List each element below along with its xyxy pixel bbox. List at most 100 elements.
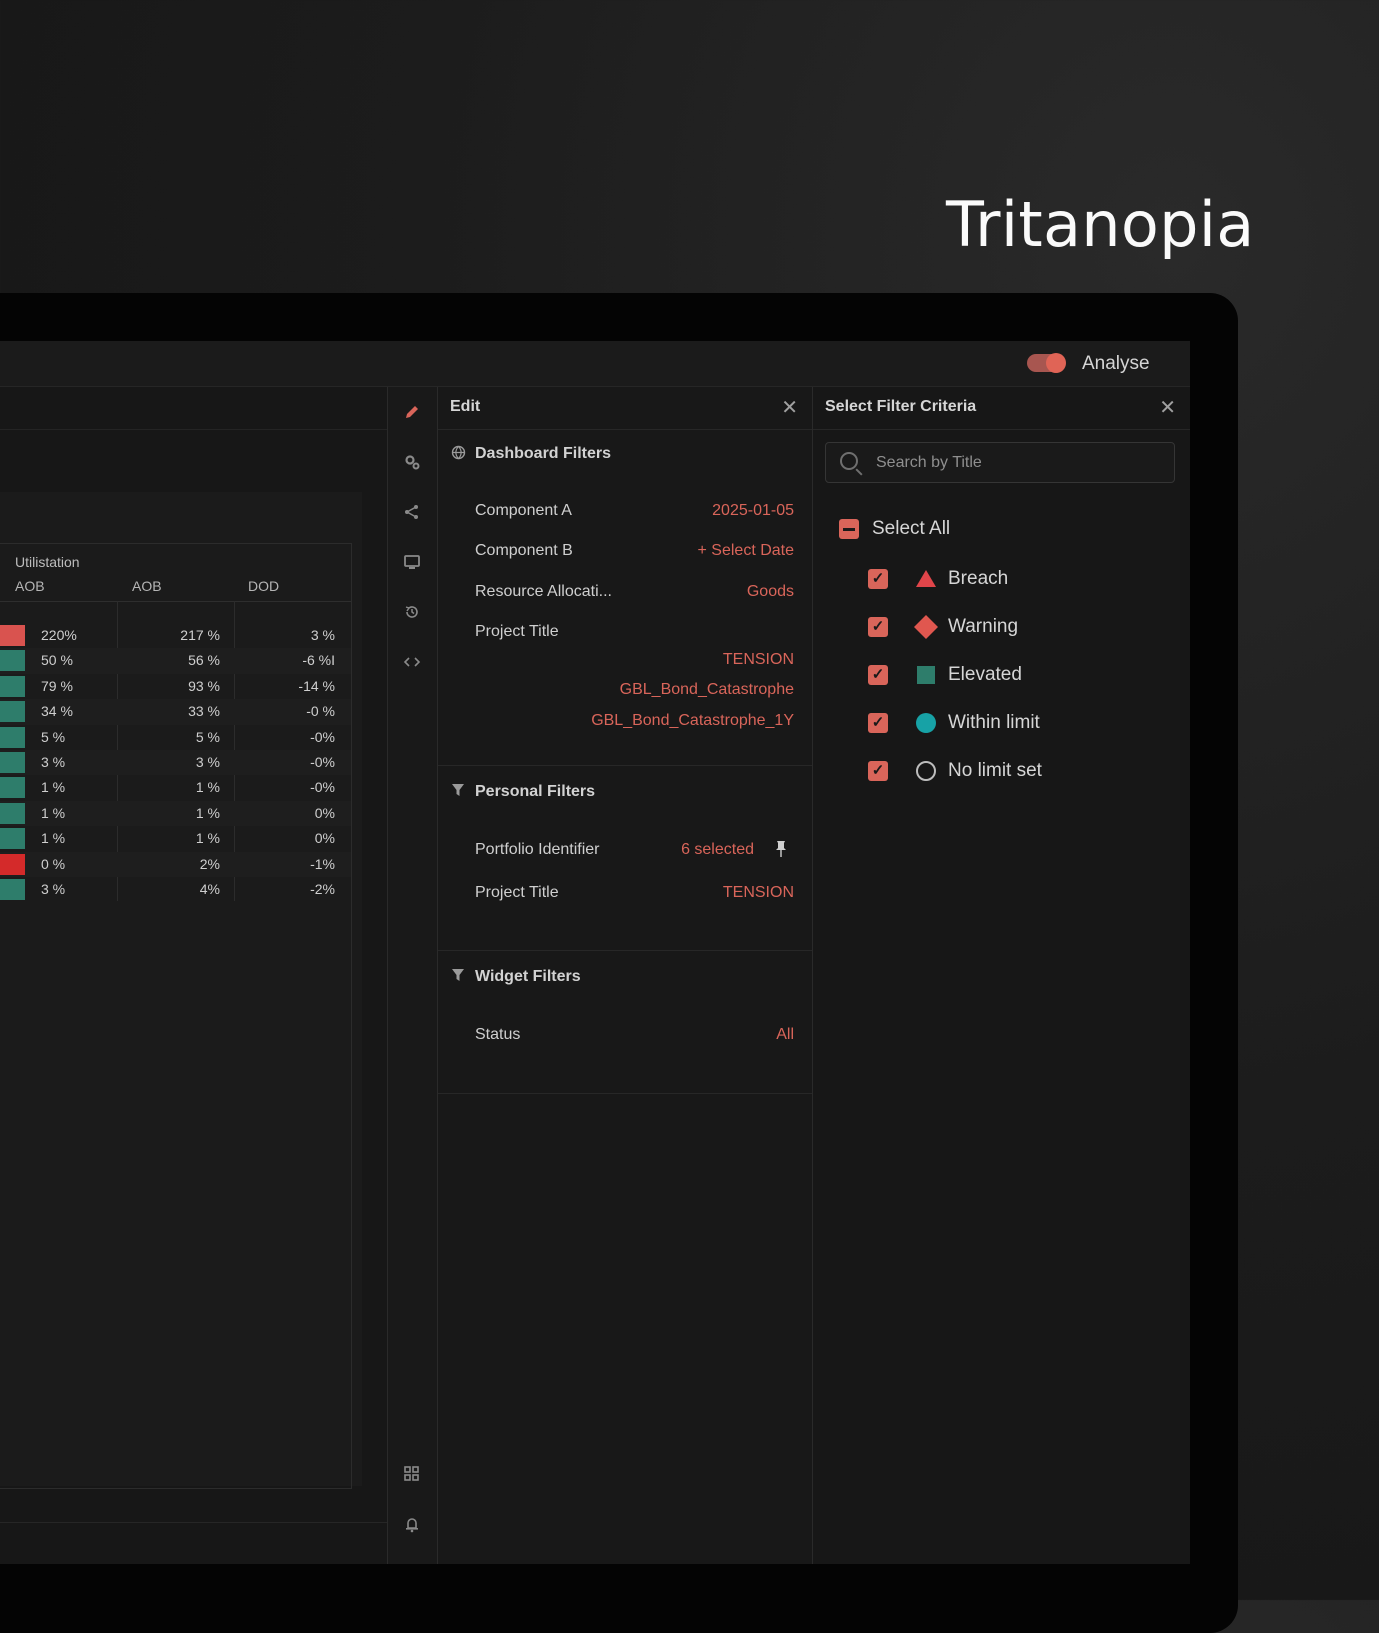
column-header[interactable]: AOB xyxy=(15,578,45,594)
table-cell: -0% xyxy=(310,753,335,770)
option-label: Warning xyxy=(948,616,1019,637)
dashboard-filters-section: Dashboard Filters Component A 2025-01-05… xyxy=(438,430,812,766)
status-swatch xyxy=(0,878,25,900)
table-cell: 33 % xyxy=(188,703,220,720)
panel-title: Edit xyxy=(450,398,481,415)
table-row[interactable]: 3 % 3 % -0% xyxy=(0,749,351,776)
option-within-limit[interactable]: ✓ Within limit xyxy=(868,711,1128,735)
checkbox[interactable]: ✓ xyxy=(868,665,888,685)
filter-criteria-panel: Select Filter Criteria ✕ Select All ✓ Br… xyxy=(813,387,1190,1564)
funnel-icon xyxy=(451,968,465,985)
table-cell: 2% xyxy=(199,855,220,872)
search-input[interactable] xyxy=(874,451,1158,475)
widget-panel: Utilistation AOB AOB DOD 220% 217 % 3 % 50 … xyxy=(0,387,388,1564)
funnel-icon xyxy=(451,783,465,800)
table-cell: 220% xyxy=(41,627,77,643)
checkbox[interactable]: ✓ xyxy=(868,713,888,733)
filter-value-link[interactable]: All xyxy=(776,1026,794,1043)
column-header[interactable]: DOD xyxy=(248,578,280,594)
edit-panel-header: Edit ✕ xyxy=(438,387,812,430)
option-label: Elevated xyxy=(948,664,1022,685)
table-row[interactable]: 1 % 1 % 0% xyxy=(0,826,351,851)
table-cell: -14 % xyxy=(298,677,335,694)
table-cell: 79 % xyxy=(41,677,73,694)
filter-label: Component A xyxy=(475,502,572,519)
table-cell: 1 % xyxy=(195,830,220,847)
table-row[interactable]: 50 % 56 % -6 %I xyxy=(0,648,351,674)
filter-value-link[interactable]: Goods xyxy=(746,583,794,600)
globe-icon xyxy=(451,445,466,463)
table-row[interactable]: 34 % 33 % -0 % xyxy=(0,699,351,725)
share-icon[interactable] xyxy=(400,500,424,524)
grid-icon[interactable] xyxy=(400,1462,424,1486)
table-cell: 4% xyxy=(199,880,220,897)
select-date-link[interactable]: + Select Date xyxy=(697,542,795,559)
table-row[interactable]: 0 % 2% -1% xyxy=(0,851,351,877)
toggle-knob xyxy=(1046,353,1066,373)
table-row[interactable]: 3 % 4% -2% xyxy=(0,877,351,902)
table-cell: 0 % xyxy=(41,855,66,872)
table-cell: 1 % xyxy=(195,779,220,796)
pin-icon[interactable] xyxy=(774,840,788,862)
column-header[interactable]: AOB xyxy=(132,578,162,594)
checkbox[interactable]: ✓ xyxy=(868,761,888,781)
bell-icon[interactable] xyxy=(400,1512,424,1536)
widget-header xyxy=(0,387,387,430)
table-cell: 34 % xyxy=(41,703,73,720)
filter-value-link[interactable]: 2025-01-05 xyxy=(712,502,794,519)
history-icon[interactable] xyxy=(400,600,424,624)
filter-label: Resource Allocati... xyxy=(475,583,612,600)
filter-value-link[interactable]: GBL_Bond_Catastrophe_1Y xyxy=(591,712,794,729)
close-icon[interactable]: ✕ xyxy=(1159,397,1176,419)
table-group-header: Utilistation xyxy=(15,554,80,570)
widget-filters-section: Widget Filters Status All xyxy=(438,951,812,1094)
search-box xyxy=(825,442,1175,483)
status-swatch xyxy=(0,701,25,723)
status-swatch xyxy=(0,726,25,748)
section-title: Widget Filters xyxy=(475,968,581,985)
checkbox[interactable]: ✓ xyxy=(868,617,888,637)
table-cell: -0% xyxy=(310,779,335,796)
option-no-limit-set[interactable]: ✓ No limit set xyxy=(868,759,1128,783)
analyse-toggle[interactable] xyxy=(1027,353,1066,373)
table-row[interactable]: 1 % 1 % 0% xyxy=(0,800,351,827)
code-icon[interactable] xyxy=(400,650,424,674)
ring-icon xyxy=(914,759,938,783)
diamond-icon xyxy=(914,615,938,639)
table-row[interactable]: 79 % 93 % -14 % xyxy=(0,674,351,699)
table-cell: 50 % xyxy=(41,652,73,669)
status-swatch xyxy=(0,802,25,824)
table-cell: -2% xyxy=(310,880,335,897)
pencil-icon[interactable] xyxy=(400,400,424,424)
filter-label: Component B xyxy=(475,542,573,559)
monitor-icon[interactable] xyxy=(400,550,424,574)
filter-value-link[interactable]: GBL_Bond_Catastrophe xyxy=(619,681,794,698)
table-cell: 0% xyxy=(314,804,335,821)
option-breach[interactable]: ✓ Breach xyxy=(868,567,1128,591)
section-title: Personal Filters xyxy=(475,783,596,800)
triangle-icon xyxy=(914,567,938,591)
close-icon[interactable]: ✕ xyxy=(781,397,798,419)
filter-value-link[interactable]: TENSION xyxy=(722,884,794,901)
app-screen: Analyse Utilistation AOB AOB DOD 220% 217… xyxy=(0,341,1190,1564)
status-swatch xyxy=(0,853,25,875)
indeterminate-checkbox[interactable] xyxy=(839,519,859,539)
filter-value-link[interactable]: 6 selected xyxy=(681,841,754,858)
table-cell: -1% xyxy=(310,855,335,872)
table-row[interactable]: 220% 217 % 3 % xyxy=(0,623,351,648)
filter-label: Project Title xyxy=(475,884,559,901)
status-swatch xyxy=(0,675,25,697)
checkbox[interactable]: ✓ xyxy=(868,569,888,589)
table-row[interactable]: 5 % 5 % -0% xyxy=(0,725,351,750)
option-elevated[interactable]: ✓ Elevated xyxy=(868,663,1128,687)
table-cell: 3 % xyxy=(41,880,66,897)
gears-icon[interactable] xyxy=(400,450,424,474)
filter-value-link[interactable]: TENSION xyxy=(722,651,794,668)
table-row[interactable]: 1 % 1 % -0% xyxy=(0,775,351,800)
hero-title: Tritanopia xyxy=(946,188,1255,261)
status-swatch xyxy=(0,625,25,646)
top-bar: Analyse xyxy=(0,341,1190,387)
option-warning[interactable]: ✓ Warning xyxy=(868,615,1128,639)
table-body: 220% 217 % 3 % 50 % 56 % -6 %I 79 % 93 % -14 % 34… xyxy=(0,623,351,902)
filter-label: Status xyxy=(475,1026,521,1043)
